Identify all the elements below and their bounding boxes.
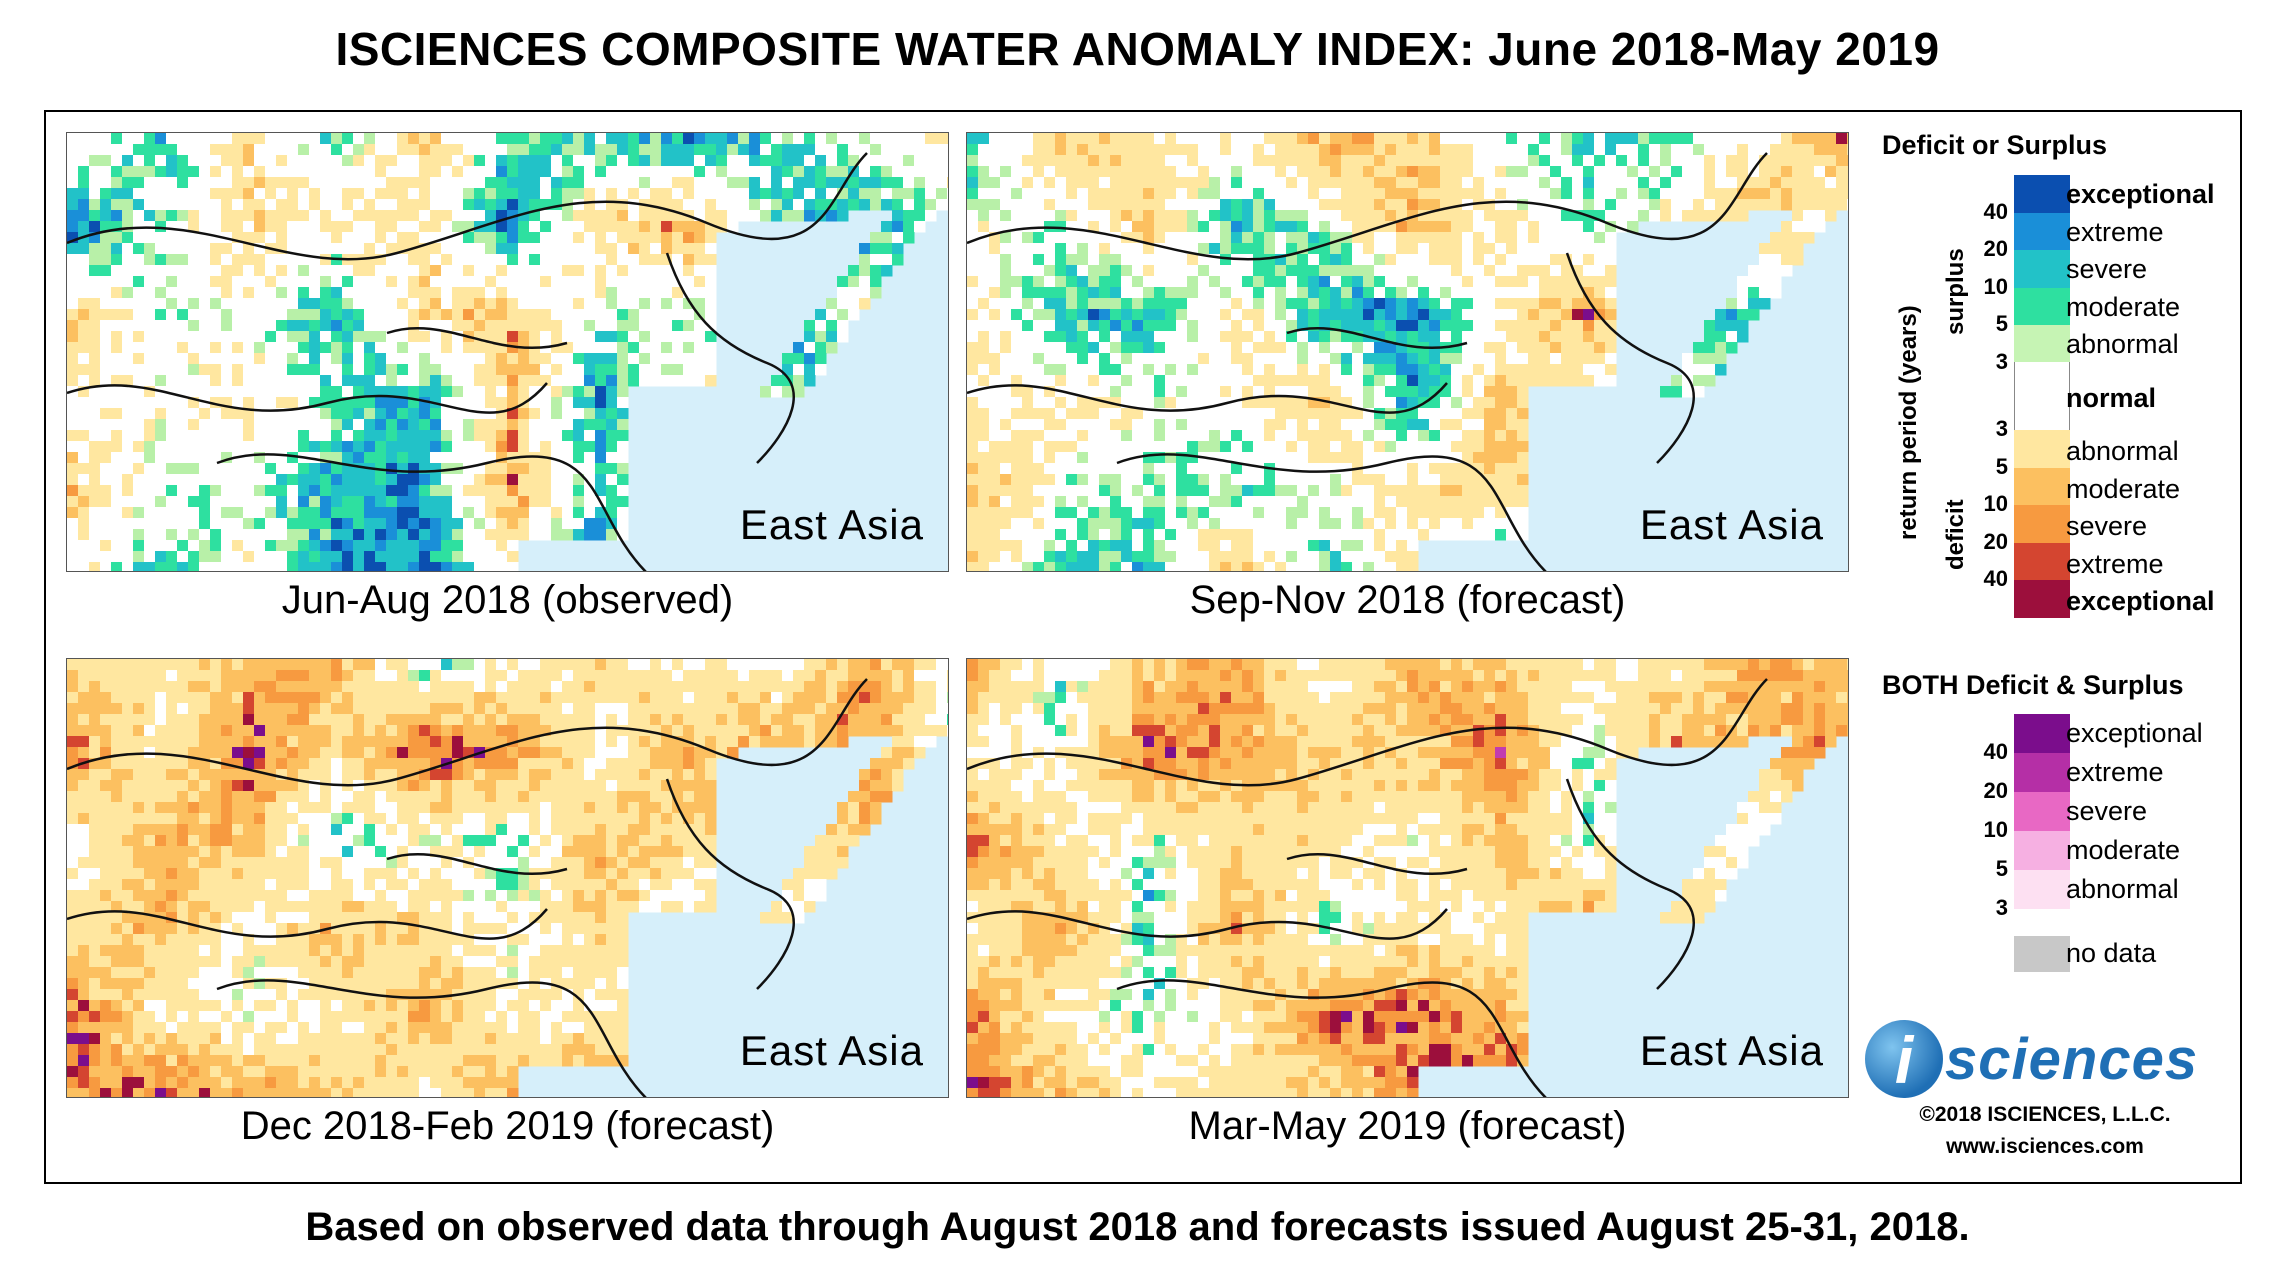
legend-number-deficit: 20: [1983, 528, 2008, 554]
region-label: East Asia: [739, 1027, 924, 1074]
legend-swatch-deficit-exceptional: [2014, 580, 2070, 618]
legend-number-surplus: 20: [1983, 236, 2008, 261]
legend-swatch-deficit-severe: [2014, 505, 2070, 543]
map-panel-dec-2018-feb-2019: East Asia: [66, 658, 949, 1098]
legend-title-both: BOTH Deficit & Surplus: [1882, 670, 2184, 700]
map-panel-mar-may-2019: East Asia: [966, 658, 1849, 1098]
legend-number-deficit: 10: [1983, 491, 2008, 516]
legend-axis-label: return period (years): [1895, 305, 1922, 540]
legend-surplus-label: surplus: [1942, 248, 1969, 335]
legend-label-deficit-severe: severe: [2066, 511, 2148, 541]
legend-number-deficit: 5: [1995, 453, 2008, 479]
legend-swatch-deficit-abnormal: [2014, 430, 2070, 468]
legend-swatch-surplus-extreme: [2014, 212, 2070, 250]
legend-swatch-both-moderate: [2014, 831, 2070, 870]
legend-swatch-surplus-exceptional: [2014, 175, 2070, 213]
legend-title-deficit-surplus: Deficit or Surplus: [1882, 130, 2108, 160]
legend-number-both: 10: [1983, 817, 2008, 842]
map-caption: Mar-May 2019 (forecast): [1188, 1104, 1627, 1148]
legend-number-both: 3: [1995, 895, 2008, 920]
legend-swatch-deficit-moderate: [2014, 467, 2070, 505]
legend-swatch-both-severe: [2014, 792, 2070, 831]
legend-label-surplus-moderate: moderate: [2066, 291, 2181, 322]
isciences-logo-icon: i: [1865, 1020, 1943, 1098]
legend-number-both: 20: [1983, 778, 2008, 803]
copyright: ©2018 ISCIENCES, L.L.C.: [1919, 1103, 2171, 1126]
region-label: East Asia: [1639, 1027, 1824, 1074]
legend-label-surplus-abnormal: abnormal: [2066, 329, 2179, 359]
region-label: East Asia: [1639, 501, 1824, 548]
map-caption: Sep-Nov 2018 (forecast): [1189, 578, 1626, 622]
footer-note: Based on observed data through August 20…: [305, 1205, 1970, 1249]
legend-swatch-surplus-abnormal: [2014, 325, 2070, 363]
legend-label-surplus-extreme: extreme: [2066, 216, 2164, 247]
region-label: East Asia: [739, 501, 924, 548]
legend-label-no-data: no data: [2066, 938, 2157, 968]
map-grid: [67, 133, 948, 571]
legend-number-both: 40: [1983, 739, 2008, 764]
legend-number-both: 5: [1995, 856, 2008, 881]
legend-swatch-deficit-extreme: [2014, 542, 2070, 580]
legend-number-surplus: 40: [1983, 198, 2008, 224]
legend-label-both-abnormal: abnormal: [2066, 874, 2179, 904]
legend-label-both-extreme: extreme: [2066, 757, 2164, 787]
legend-label-surplus-severe: severe: [2066, 254, 2148, 284]
website: www.isciences.com: [1946, 1135, 2144, 1158]
figure-frame: [44, 110, 2242, 1184]
legend-number-deficit: 3: [1995, 416, 2008, 441]
page-title: ISCIENCES COMPOSITE WATER ANOMALY INDEX:…: [335, 23, 1940, 75]
legend-label-surplus-exceptional: exceptional: [2066, 179, 2215, 209]
map-grid: [967, 133, 1848, 571]
legend-label-deficit-exceptional: exceptional: [2066, 586, 2215, 616]
legend-label-both-moderate: moderate: [2066, 835, 2181, 865]
legend-number-surplus: 3: [1995, 348, 2008, 374]
map-caption: Jun-Aug 2018 (observed): [281, 578, 734, 622]
legend-number-deficit: 40: [1983, 566, 2008, 591]
map-grid: [67, 659, 948, 1097]
map-grid: [967, 659, 1848, 1097]
legend-swatch-both-abnormal: [2014, 870, 2070, 909]
legend-swatch-both-extreme: [2014, 753, 2070, 792]
legend-label-deficit-moderate: moderate: [2066, 473, 2181, 504]
legend-number-surplus: 5: [1995, 311, 2008, 336]
legend-label-both-severe: severe: [2066, 796, 2148, 826]
legend-number-surplus: 10: [1983, 273, 2008, 299]
legend-label-deficit-abnormal: abnormal: [2066, 436, 2179, 466]
legend-swatch-both-exceptional: [2014, 714, 2070, 753]
legend-swatch-no-data: [2014, 936, 2070, 972]
legend-swatch-surplus-moderate: [2014, 287, 2070, 325]
legend-label-deficit-extreme: extreme: [2066, 548, 2164, 579]
map-panel-jun-aug-2018: East Asia: [66, 132, 949, 572]
legend-label-both-exceptional: exceptional: [2066, 718, 2203, 748]
legend-label-normal: normal: [2066, 383, 2157, 413]
isciences-logo-text: sciences: [1945, 1027, 2199, 1092]
legend-swatch-normal: [2014, 362, 2070, 430]
map-caption: Dec 2018-Feb 2019 (forecast): [240, 1104, 775, 1148]
legend-swatch-surplus-severe: [2014, 250, 2070, 288]
legend-deficit-label: deficit: [1942, 499, 1969, 570]
map-panel-sep-nov-2018: East Asia: [966, 132, 1849, 572]
